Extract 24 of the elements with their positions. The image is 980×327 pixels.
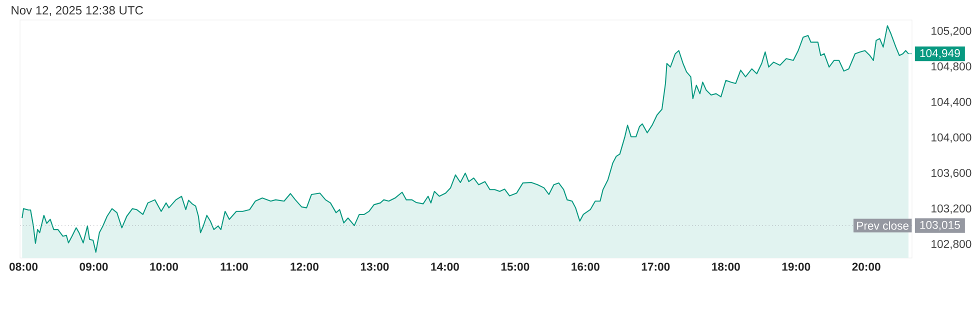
annotation: 103,015 (920, 220, 960, 230)
y-tick-label: 104,800 (932, 62, 972, 72)
x-tick-label: 16:00 (572, 262, 600, 271)
x-tick-label: 15:00 (501, 262, 530, 271)
x-tick-label: 09:00 (80, 262, 108, 271)
chart-title: Nov 12, 2025 12:38 UTC (12, 6, 143, 16)
y-tick-label: 105,200 (932, 26, 972, 36)
x-tick-label: 11:00 (220, 262, 248, 271)
x-tick-label: 13:00 (360, 262, 389, 271)
x-tick-label: 20:00 (852, 262, 880, 271)
y-tick-label: 102,800 (932, 240, 972, 250)
x-tick-label: 12:00 (290, 262, 318, 271)
y-tick-label: 103,200 (932, 204, 972, 214)
x-tick-label: 18:00 (712, 262, 740, 271)
y-tick-label: 104,400 (932, 98, 972, 108)
y-tick-label: 104,000 (932, 133, 972, 143)
x-tick-label: 10:00 (150, 262, 178, 271)
x-tick-label: 14:00 (431, 262, 459, 271)
x-tick-label: 17:00 (642, 262, 670, 271)
x-tick-label: 08:00 (9, 262, 38, 271)
y-tick-label: 103,600 (932, 168, 972, 178)
annotation: 104,949 (920, 49, 960, 58)
x-tick-label: 19:00 (782, 262, 810, 271)
ref-line-label: Prev close (857, 221, 909, 230)
